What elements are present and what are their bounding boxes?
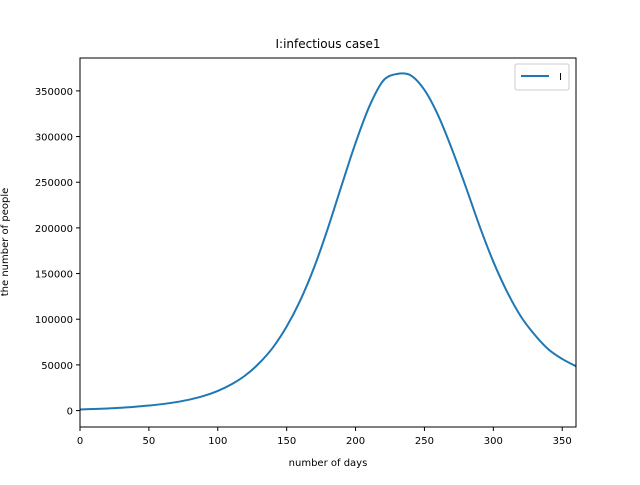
y-tick-label: 300000 xyxy=(35,133,73,144)
y-tick-label: 200000 xyxy=(35,224,73,235)
x-tick-label: 200 xyxy=(346,436,365,447)
x-tick-label: 50 xyxy=(143,436,156,447)
x-tick-label: 350 xyxy=(553,436,572,447)
x-axis-ticks: 0 50 100 150 200 250 300 350 xyxy=(77,427,572,447)
legend: I xyxy=(514,63,570,91)
legend-label-I: I xyxy=(559,72,562,83)
y-tick-label: 250000 xyxy=(35,178,73,189)
series-line-I xyxy=(79,72,577,411)
chart-title: I:infectious case1 xyxy=(276,37,381,51)
x-tick-label: 250 xyxy=(415,436,434,447)
y-axis-label: the number of people xyxy=(0,188,11,297)
y-tick-label: 50000 xyxy=(41,361,73,372)
x-tick-label: 300 xyxy=(484,436,503,447)
x-tick-label: 150 xyxy=(277,436,296,447)
x-axis-label: number of days xyxy=(289,458,368,469)
y-tick-label: 350000 xyxy=(35,87,73,98)
plot-frame xyxy=(79,57,577,428)
x-tick-label: 100 xyxy=(208,436,227,447)
y-tick-label: 0 xyxy=(67,407,73,418)
y-axis-ticks: 0 50000 100000 150000 200000 250000 300000 3500… xyxy=(35,87,80,418)
y-tick-label: 100000 xyxy=(35,315,73,326)
series-layer xyxy=(79,72,577,411)
x-tick-label: 0 xyxy=(77,436,83,447)
y-tick-label: 150000 xyxy=(35,270,73,281)
